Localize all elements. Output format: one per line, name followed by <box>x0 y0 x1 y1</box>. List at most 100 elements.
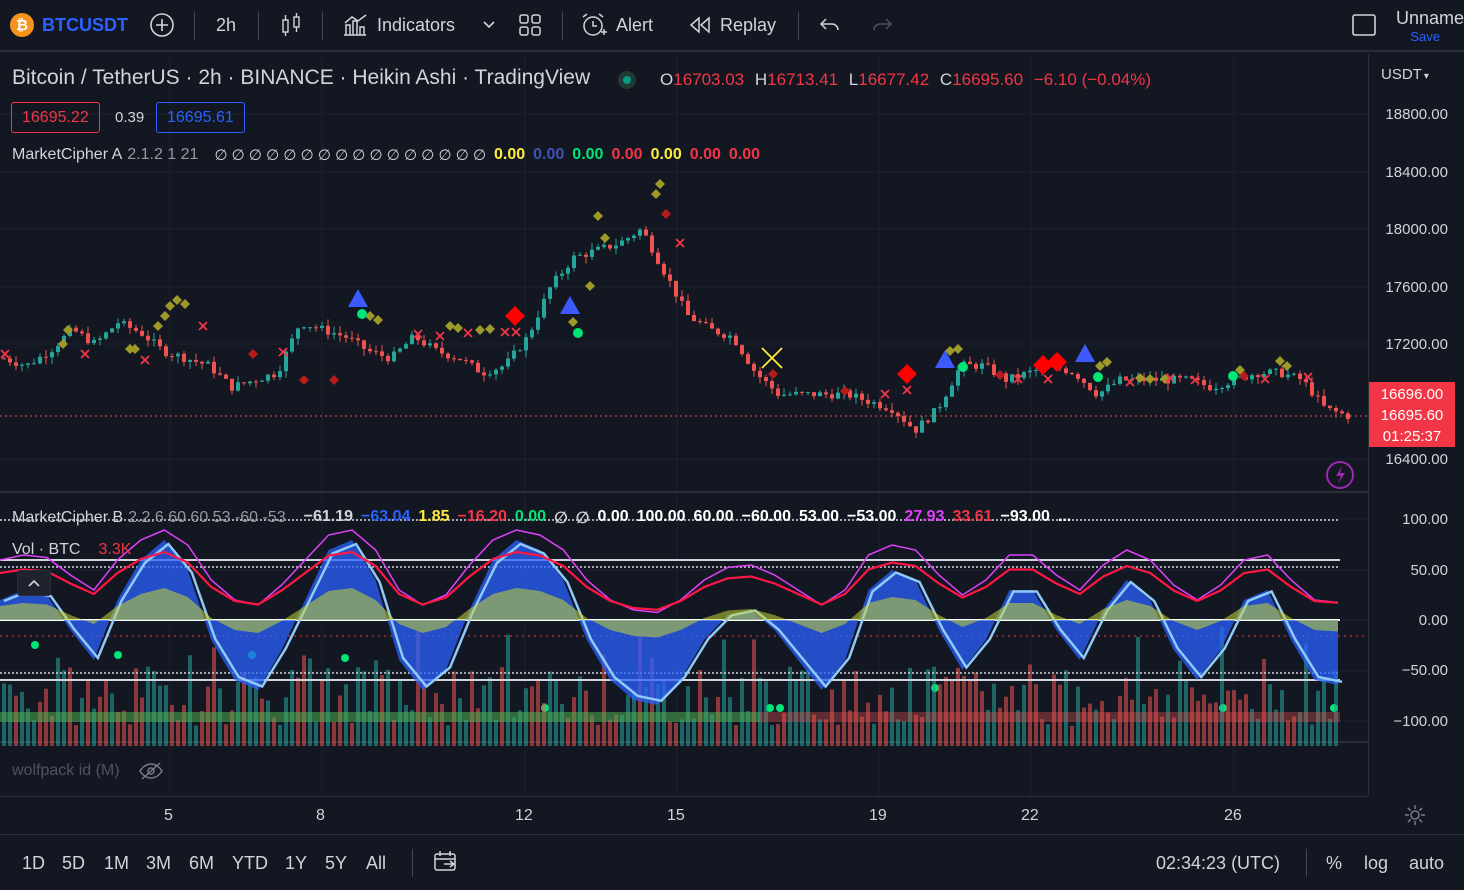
range-6m[interactable]: 6M <box>189 853 215 873</box>
volume-bar <box>614 714 618 746</box>
undo-icon[interactable] <box>818 0 842 50</box>
cross-signal <box>1043 374 1053 384</box>
range-1y[interactable]: 1Y <box>285 853 308 873</box>
candle-body <box>434 343 438 348</box>
volume-bar <box>1118 695 1122 746</box>
chart-pane[interactable] <box>0 54 1368 796</box>
sell-price-button[interactable]: 16695.22 <box>11 102 100 133</box>
time-tick: 19 <box>869 807 887 824</box>
buy-price-button[interactable]: 16695.61 <box>156 102 245 133</box>
candle-body <box>608 244 612 249</box>
indicator-a-values: 0.00 0.00 0.00 0.00 0.00 0.00 0.00 <box>494 146 760 164</box>
candle-body <box>1304 379 1308 383</box>
wolfpack-legend[interactable]: wolfpack id (M) <box>12 761 164 781</box>
volume-bar <box>944 677 948 746</box>
candle-body <box>464 360 468 362</box>
chevron-down-icon[interactable] <box>482 0 496 50</box>
percent-toggle[interactable]: % <box>1326 853 1343 873</box>
candle-body <box>680 296 684 301</box>
volume-legend[interactable]: Vol · BTC 3.3K <box>12 541 131 559</box>
range-ytd[interactable]: YTD <box>232 853 268 873</box>
candle-body <box>1298 373 1302 380</box>
indicators-icon <box>342 13 368 37</box>
volume-bar <box>458 698 462 746</box>
volume-bar <box>1238 699 1242 746</box>
candle-body <box>878 402 882 409</box>
compare-add-icon[interactable] <box>149 0 175 50</box>
chart-canvas[interactable] <box>0 54 1368 796</box>
symbol-search[interactable]: ₿ BTCUSDT <box>10 0 128 50</box>
indicator-b-value: ∅ <box>554 510 568 527</box>
indicator-a-legend[interactable]: MarketCipher A 2.1.2 1 21 ∅ ∅ ∅ ∅ ∅ ∅ ∅ … <box>12 146 760 164</box>
candle-body <box>632 235 636 239</box>
indicator-b-value: −93.00 <box>1000 508 1050 525</box>
volume-bar <box>1172 717 1176 746</box>
price-axis[interactable]: USDT ▾ 18800.00 18400.00 18000.00 17600.0… <box>1368 54 1464 796</box>
currency-selector[interactable]: USDT ▾ <box>1381 66 1429 83</box>
diamond-signal <box>445 321 455 331</box>
fullscreen-square-icon[interactable] <box>1350 0 1378 50</box>
range-5d[interactable]: 5D <box>62 853 86 873</box>
volume-bar <box>1328 718 1332 746</box>
eye-hidden-icon[interactable] <box>138 761 164 781</box>
volume-bar <box>578 676 582 746</box>
candle-body <box>944 396 948 408</box>
volume-bar <box>1262 659 1266 746</box>
chart-type-candles-icon[interactable] <box>280 0 302 50</box>
lightning-icon[interactable] <box>1325 460 1355 490</box>
alert-button[interactable]: Alert <box>580 0 653 50</box>
volume-bar <box>392 719 396 746</box>
log-toggle[interactable]: log <box>1364 853 1389 873</box>
volume-bar <box>386 669 390 746</box>
candle-body <box>704 322 708 324</box>
volume-bar <box>818 719 822 746</box>
range-all[interactable]: All <box>366 853 387 873</box>
time-axis[interactable]: 5 8 12 15 19 22 26 <box>0 796 1368 834</box>
range-3m[interactable]: 3M <box>146 853 172 873</box>
auto-toggle[interactable]: auto <box>1409 853 1445 873</box>
volume-bar <box>416 630 420 746</box>
range-1m[interactable]: 1M <box>104 853 130 873</box>
volume-bar <box>170 705 174 746</box>
candle-body <box>212 361 216 374</box>
volume-bar <box>1058 684 1062 746</box>
interval-button[interactable]: 2h <box>216 14 237 35</box>
candle-body <box>836 392 840 399</box>
indicator-b-legend[interactable]: MarketCipher B 2.2.6 60 60 53 -60 -53 −6… <box>12 508 1071 528</box>
candle-body <box>104 332 108 339</box>
templates-grid-icon[interactable] <box>518 0 542 50</box>
cross-signal <box>880 389 890 399</box>
volume-bar <box>1286 720 1290 746</box>
save-label[interactable]: Save <box>1410 29 1440 44</box>
candle-body <box>974 364 978 369</box>
volume-bar <box>1034 684 1038 746</box>
buy-triangle-signal <box>935 350 955 368</box>
range-5y[interactable]: 5Y <box>325 853 348 873</box>
indicators-button[interactable]: Indicators <box>342 0 455 50</box>
volume-bar <box>878 694 882 746</box>
candle-body <box>530 329 534 338</box>
redo-icon[interactable] <box>870 0 894 50</box>
candle-body <box>986 363 990 365</box>
goto-date-icon[interactable] <box>432 850 460 874</box>
layout-name[interactable]: Unname Save <box>1396 8 1464 44</box>
volume-bar <box>866 702 870 746</box>
volume-bar <box>38 701 42 746</box>
volume-bar <box>440 704 444 746</box>
volume-bar <box>74 725 78 746</box>
candle-body <box>1286 374 1290 378</box>
osc-tick: 0.00 <box>1418 612 1448 629</box>
candle-body <box>884 408 888 411</box>
range-1d[interactable]: 1D <box>22 853 46 873</box>
candle-body <box>200 361 204 364</box>
diamond-signal <box>299 375 309 385</box>
cross-signal <box>1190 375 1200 385</box>
candle-body <box>8 358 12 363</box>
settings-gear-icon[interactable] <box>1404 804 1426 826</box>
utc-clock[interactable]: 02:34:23 (UTC) <box>1156 853 1281 873</box>
collapse-legend-button[interactable] <box>17 570 51 596</box>
replay-button[interactable]: Replay <box>688 0 776 50</box>
diamond-signal <box>953 344 963 354</box>
candle-body <box>230 378 234 391</box>
candle-body <box>1184 376 1188 378</box>
